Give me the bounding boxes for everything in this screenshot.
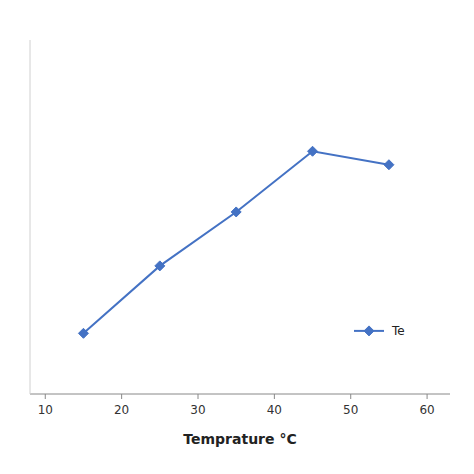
data-point	[231, 207, 241, 217]
data-point	[78, 328, 88, 338]
chart: 10 20 30 40 50 60 Temprature °C Te	[0, 0, 474, 474]
x-tick	[427, 394, 428, 399]
x-tick-label: 10	[38, 403, 53, 417]
y-axis-line	[30, 40, 31, 394]
x-tick	[198, 394, 199, 399]
x-tick	[274, 394, 275, 399]
x-tick-label: 30	[190, 403, 205, 417]
legend-label: Te	[391, 324, 405, 338]
x-tick	[121, 394, 122, 399]
legend: Te	[354, 324, 405, 338]
x-tick-label: 60	[419, 403, 434, 417]
x-axis-label: Temprature °C	[183, 431, 296, 447]
data-point	[155, 261, 165, 271]
x-tick-label: 40	[267, 403, 282, 417]
legend-marker	[364, 326, 374, 336]
x-tick-label: 20	[114, 403, 129, 417]
x-tick	[350, 394, 351, 399]
data-point	[384, 160, 394, 170]
x-tick	[45, 394, 46, 399]
x-tick-label: 50	[343, 403, 358, 417]
chart-container: 10 20 30 40 50 60 Temprature °C Te	[0, 0, 474, 474]
data-group	[78, 146, 393, 338]
data-point	[308, 146, 318, 156]
x-axis-line	[30, 394, 450, 395]
series-line	[83, 151, 388, 333]
